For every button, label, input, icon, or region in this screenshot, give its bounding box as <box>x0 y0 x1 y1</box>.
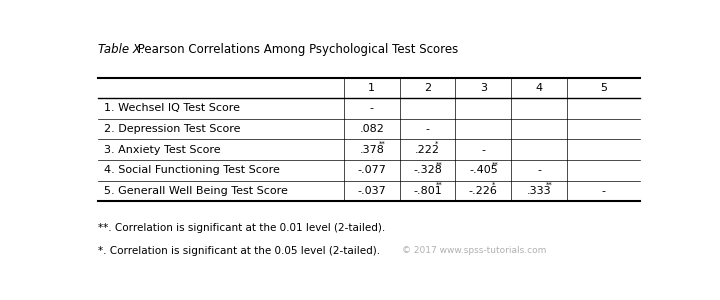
Text: Pearson Correlations Among Psychological Test Scores: Pearson Correlations Among Psychological… <box>133 43 458 56</box>
Text: .082: .082 <box>359 124 384 134</box>
Text: **: ** <box>436 161 443 167</box>
Text: 2. Depression Test Score: 2. Depression Test Score <box>104 124 240 134</box>
Text: -.328: -.328 <box>413 165 442 175</box>
Text: -: - <box>537 165 541 175</box>
Text: 4: 4 <box>536 83 543 93</box>
Text: .333: .333 <box>527 186 552 196</box>
Text: Table X.: Table X. <box>99 43 145 56</box>
Text: *. Correlation is significant at the 0.05 level (2-tailed).: *. Correlation is significant at the 0.0… <box>99 246 380 256</box>
Text: -.801: -.801 <box>413 186 442 196</box>
Text: 4. Social Functioning Test Score: 4. Social Functioning Test Score <box>104 165 280 175</box>
Text: -: - <box>370 103 374 113</box>
Text: -.037: -.037 <box>357 186 386 196</box>
Text: -: - <box>601 186 606 196</box>
Text: 1. Wechsel IQ Test Score: 1. Wechsel IQ Test Score <box>104 103 240 113</box>
Text: -.226: -.226 <box>469 186 498 196</box>
Text: 1: 1 <box>369 83 375 93</box>
Text: 3: 3 <box>480 83 487 93</box>
Text: **. Correlation is significant at the 0.01 level (2-tailed).: **. Correlation is significant at the 0.… <box>99 223 386 233</box>
Text: **: ** <box>436 182 443 188</box>
Text: .378: .378 <box>359 145 384 155</box>
Text: .222: .222 <box>415 145 440 155</box>
Text: **: ** <box>379 141 385 147</box>
Text: *: * <box>492 182 495 188</box>
Text: 2: 2 <box>424 83 431 93</box>
Text: **: ** <box>492 161 499 167</box>
Text: -: - <box>482 145 485 155</box>
Text: 5. Generall Well Being Test Score: 5. Generall Well Being Test Score <box>104 186 288 196</box>
Text: 5: 5 <box>600 83 607 93</box>
Text: -.405: -.405 <box>469 165 498 175</box>
Text: © 2017 www.spss-tutorials.com: © 2017 www.spss-tutorials.com <box>402 246 547 255</box>
Text: -: - <box>426 124 430 134</box>
Text: *: * <box>435 141 438 147</box>
Text: 3. Anxiety Test Score: 3. Anxiety Test Score <box>104 145 220 155</box>
Text: **: ** <box>546 182 553 188</box>
Text: -.077: -.077 <box>357 165 386 175</box>
